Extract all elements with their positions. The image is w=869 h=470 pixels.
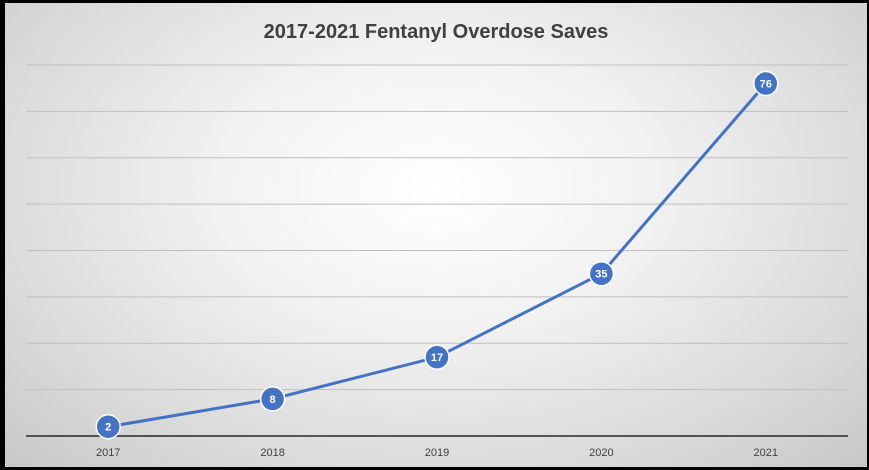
data-point	[424, 344, 450, 370]
data-label: 17	[431, 352, 443, 364]
x-tick-labels: 2017 2018 2019 2020 2021	[96, 447, 778, 459]
data-point	[753, 70, 779, 97]
data-label: 35	[595, 269, 607, 281]
series-line	[107, 82, 767, 429]
x-tick-label: 2017	[96, 447, 120, 459]
data-label: 76	[760, 79, 772, 91]
data-points: 2 8 17 35 76	[95, 70, 779, 440]
data-point	[588, 260, 615, 287]
gridlines	[26, 64, 848, 391]
x-tick-label: 2018	[260, 447, 284, 459]
x-tick-label: 2020	[589, 447, 613, 459]
x-tick-label: 2021	[754, 447, 778, 459]
x-tick-label: 2019	[425, 447, 449, 459]
data-label: 2	[105, 422, 111, 434]
data-label: 8	[270, 394, 276, 406]
line-chart: 2017 2018 2019 2020 2021 2 8 17 35 76	[26, 64, 848, 459]
data-point	[259, 386, 286, 412]
chart-title: 2017-2021 Fentanyl Overdose Saves	[263, 21, 609, 43]
chart-area: 2017-2021 Fentanyl Overdose Saves 2017 20…	[5, 3, 867, 467]
data-point	[95, 413, 121, 440]
